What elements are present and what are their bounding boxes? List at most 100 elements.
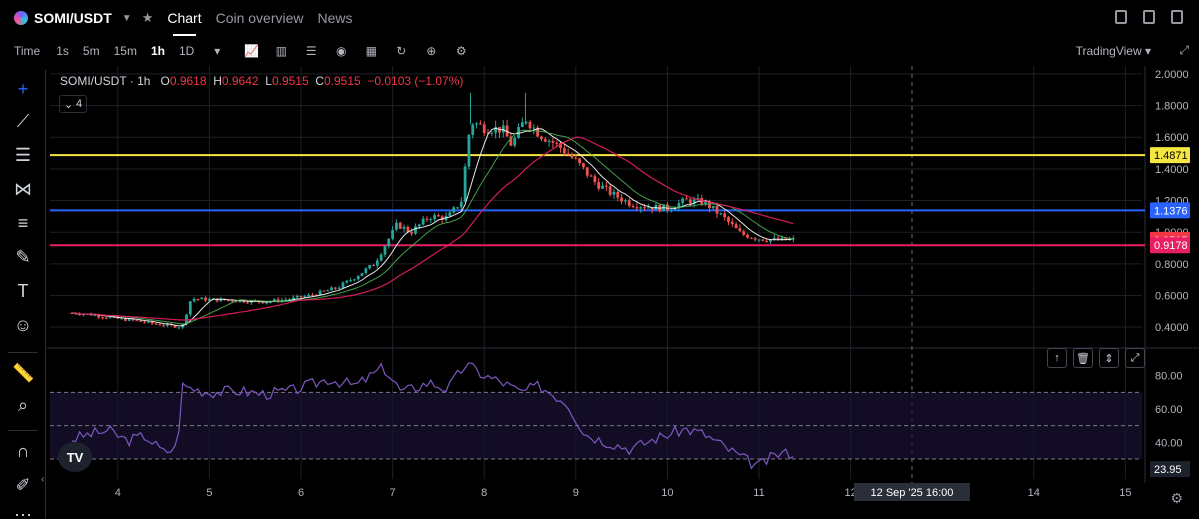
price-tick-label: 1.4000 — [1155, 164, 1189, 176]
candle-body — [288, 299, 291, 301]
top-right-actions — [1115, 10, 1183, 24]
templates-icon[interactable]: ☰ — [305, 44, 317, 58]
candles-icon[interactable]: ▥ — [275, 44, 287, 58]
pattern-icon[interactable]: ⋈ — [14, 179, 32, 199]
settings-icon[interactable]: ⚙ — [1170, 490, 1183, 506]
chevron-down-icon[interactable]: ▾ — [214, 44, 221, 58]
delete-icon[interactable] — [1171, 10, 1183, 24]
candle-body — [517, 127, 520, 138]
rsi-tick-label: 40.00 — [1155, 437, 1183, 449]
horizontal-lines[interactable] — [50, 154, 1145, 247]
time-tick-label: 9 — [573, 487, 579, 499]
candle-body — [540, 136, 543, 140]
candle-body — [551, 140, 555, 143]
candle-body — [326, 290, 330, 292]
candle-body — [127, 318, 131, 321]
candle-body — [261, 302, 265, 304]
axes: 2.00001.80001.60001.40001.20001.00000.80… — [115, 69, 1190, 501]
interval-5m[interactable]: 5m — [82, 44, 100, 58]
candle-body — [635, 207, 639, 209]
candle-body — [414, 226, 417, 234]
delete-pane-icon[interactable]: 🗑 — [1073, 348, 1093, 368]
legend-symbol[interactable]: SOMI/USDT · 1h — [60, 74, 151, 88]
zoom-icon[interactable]: ⌕ — [17, 395, 29, 415]
brush-icon[interactable]: ✎ — [15, 247, 31, 267]
crosshair-icon[interactable]: + — [17, 79, 29, 99]
candle-body — [322, 290, 326, 292]
rsi-tick-label: 60.00 — [1155, 404, 1183, 416]
fib-icon[interactable]: ≡ — [17, 213, 29, 233]
time-label[interactable]: Time — [14, 44, 41, 58]
text-icon[interactable]: T — [17, 281, 29, 301]
tab-chart[interactable]: Chart — [167, 0, 202, 36]
fullscreen-icon[interactable]: ⤢ — [1179, 43, 1189, 57]
price-badge — [1150, 237, 1190, 254]
candle-body — [166, 324, 169, 326]
candle-body — [646, 207, 650, 209]
candle-body — [639, 207, 643, 209]
interval-1s[interactable]: 1s — [56, 44, 69, 58]
lock-drawing-icon[interactable]: ✐ — [15, 475, 31, 495]
collapse-toolbar-icon[interactable]: ‹ — [41, 474, 45, 485]
candle-body — [780, 237, 784, 241]
add-icon[interactable]: ⊕ — [426, 44, 437, 58]
candle-body — [410, 231, 414, 234]
tradingview-logo[interactable]: TV — [58, 442, 92, 472]
candle-body — [704, 201, 707, 205]
price-chart[interactable]: 2.00001.80001.60001.40001.20001.00000.80… — [47, 66, 1199, 519]
candle-body — [108, 317, 112, 319]
indicators-icon[interactable]: 📈 — [244, 44, 260, 58]
candle-body — [597, 182, 601, 189]
interval-1h[interactable]: 1h — [150, 44, 165, 58]
chevron-down-icon[interactable]: ▼ — [121, 12, 132, 24]
candle-body — [723, 213, 727, 218]
tab-coin-overview[interactable]: Coin overview — [215, 10, 304, 26]
provider-selector[interactable]: TradingView ▾ — [1075, 44, 1151, 58]
price-badge-label: 0.9178 — [1154, 240, 1188, 252]
candle-body — [562, 148, 566, 154]
candle-body — [356, 276, 360, 280]
document-icon[interactable] — [1115, 10, 1127, 24]
collapse-pane-icon[interactable]: ⇕ — [1099, 348, 1119, 368]
maximize-pane-icon[interactable]: ⤢ — [1125, 348, 1145, 368]
tab-news[interactable]: News — [317, 10, 353, 26]
ma-fast-line — [71, 127, 794, 327]
gear-icon[interactable]: ⚙ — [455, 44, 467, 58]
chevron-down-icon: ⌄ — [63, 98, 74, 111]
candle-body — [234, 301, 238, 303]
symbol-name[interactable]: SOMI/USDT — [34, 10, 112, 26]
candle-body — [429, 219, 433, 221]
move-pane-up-icon[interactable]: ↑ — [1047, 348, 1067, 368]
candle-body — [608, 186, 612, 195]
more-tools-icon[interactable]: ⋯ — [14, 505, 32, 519]
star-icon[interactable]: ★ — [141, 10, 154, 25]
camera-icon[interactable]: ◉ — [336, 44, 347, 58]
time-tick-label: 11 — [753, 487, 764, 499]
candle-body — [280, 299, 284, 302]
interval-1d[interactable]: 1D — [178, 44, 195, 58]
ruler-icon[interactable]: 📏 — [12, 363, 35, 383]
candle-body — [230, 300, 234, 302]
magnet-icon[interactable]: ∩ — [16, 441, 30, 461]
candle-body — [82, 314, 85, 316]
emoji-icon[interactable]: ☺ — [13, 315, 33, 335]
candle-body — [341, 282, 345, 288]
candle-body — [433, 215, 436, 220]
coin-logo-icon — [14, 11, 28, 25]
candle-body — [624, 200, 627, 202]
crosshair-time-badge — [853, 483, 970, 501]
interval-15m[interactable]: 15m — [113, 44, 137, 58]
indicators-toggle[interactable]: ⌄ 4 — [59, 95, 87, 113]
price-tick-label: 0.4000 — [1155, 322, 1189, 334]
clipboard-icon[interactable] — [1143, 10, 1155, 24]
candle-body — [494, 126, 498, 133]
replay-icon[interactable]: ↻ — [396, 44, 407, 58]
candle-body — [276, 299, 280, 302]
horizontal-lines-icon[interactable]: ☰ — [14, 145, 32, 165]
candle-body — [150, 321, 154, 324]
rsi-tick-label: 80.00 — [1155, 371, 1183, 383]
candle-body — [295, 295, 299, 298]
calendar-icon[interactable]: ▦ — [365, 44, 377, 58]
candle-body — [589, 175, 593, 177]
trend-line-icon[interactable]: ⟋ — [16, 111, 30, 131]
